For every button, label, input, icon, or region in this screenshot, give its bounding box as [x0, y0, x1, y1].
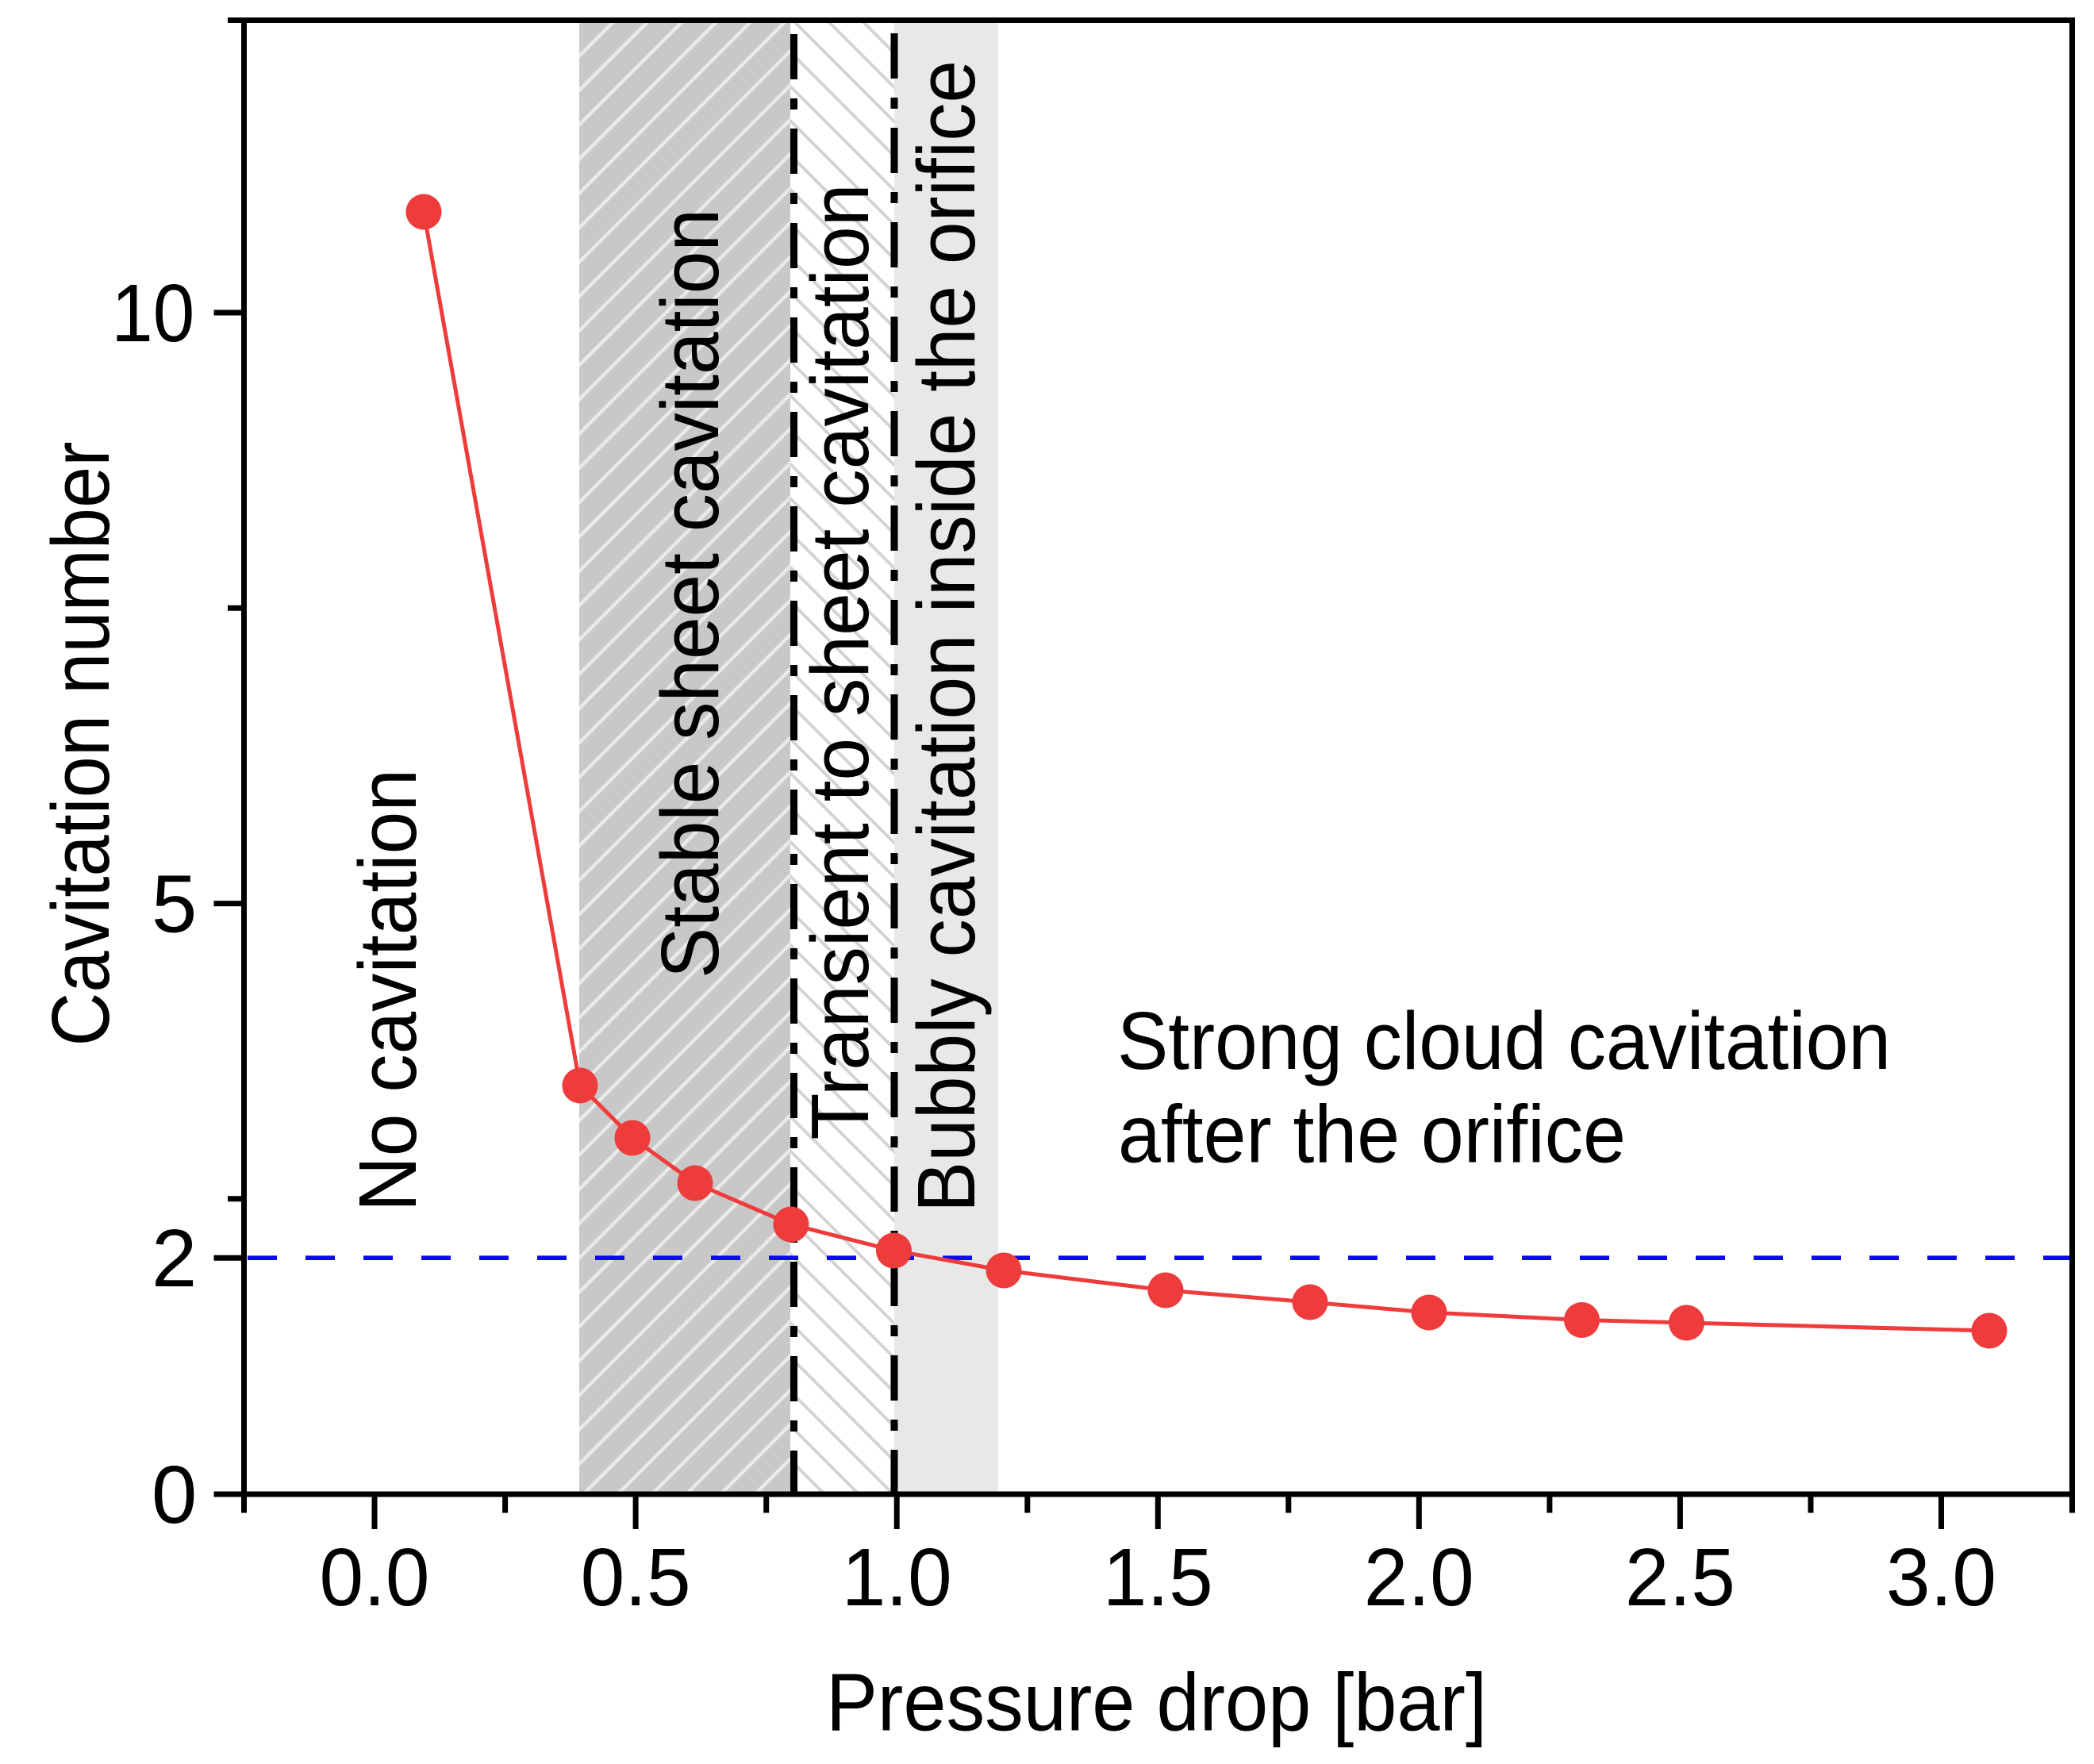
- svg-text:1.0: 1.0: [842, 1531, 952, 1623]
- svg-text:0: 0: [152, 1449, 197, 1540]
- svg-text:5: 5: [152, 859, 197, 950]
- svg-text:Strong cloud cavitation: Strong cloud cavitation: [1117, 995, 1891, 1086]
- svg-text:10: 10: [111, 267, 194, 359]
- svg-text:Transient to sheet cavitation: Transient to sheet cavitation: [794, 184, 886, 1140]
- svg-text:No cavitation: No cavitation: [342, 769, 433, 1212]
- svg-text:after the orifice: after the orifice: [1118, 1089, 1626, 1180]
- svg-text:2: 2: [152, 1213, 197, 1304]
- svg-text:Cavitation number: Cavitation number: [35, 442, 126, 1047]
- svg-text:Pressure drop [bar]: Pressure drop [bar]: [826, 1657, 1487, 1748]
- svg-text:3.0: 3.0: [1886, 1531, 1996, 1623]
- svg-text:2.5: 2.5: [1625, 1531, 1735, 1623]
- svg-text:2.0: 2.0: [1364, 1531, 1474, 1623]
- svg-text:0.0: 0.0: [320, 1531, 430, 1623]
- svg-text:1.5: 1.5: [1103, 1531, 1213, 1623]
- svg-text:Bubbly cavitation inside the o: Bubbly cavitation inside the orifice: [901, 60, 992, 1213]
- svg-text:0.5: 0.5: [581, 1531, 691, 1623]
- svg-text:Stable sheet cavitation: Stable sheet cavitation: [644, 209, 736, 978]
